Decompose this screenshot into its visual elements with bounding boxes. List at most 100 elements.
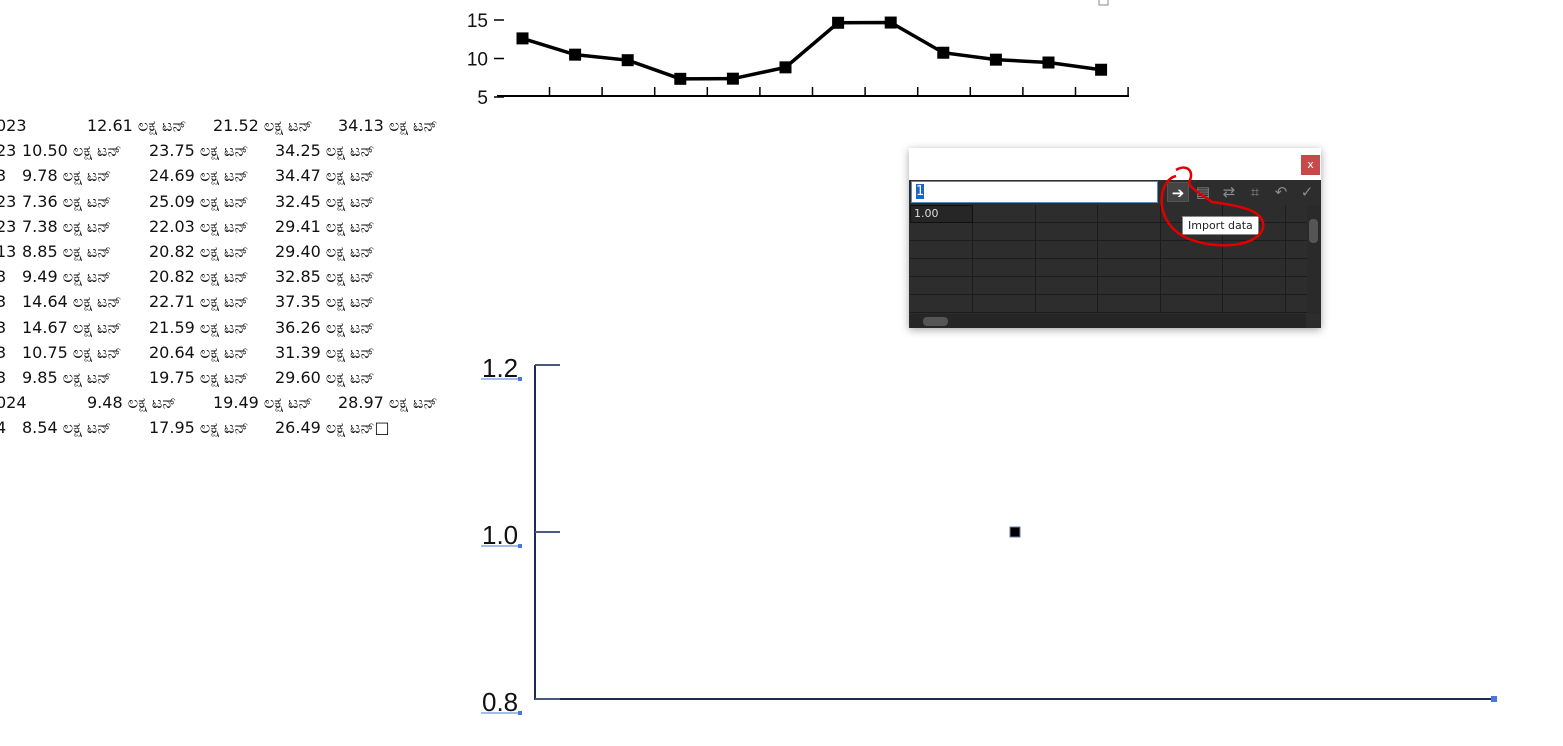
horizontal-scrollbar[interactable] [910,314,1306,328]
grid-cell[interactable] [1160,295,1223,313]
close-button[interactable]: x [1301,155,1320,175]
grid-cell[interactable] [910,223,973,241]
row-label: 3 [0,267,7,287]
row-value: 21.52 ಲಕ್ಷ ಟನ್ [213,116,313,135]
grid-cell[interactable] [1097,205,1161,223]
data-point[interactable] [674,72,687,85]
data-grid[interactable]: 1.00 [910,205,1307,314]
grid-cell[interactable] [1035,223,1098,241]
grid-cell[interactable] [1035,259,1098,277]
grid-cell[interactable] [1035,277,1098,295]
grid-cell[interactable] [1285,277,1307,295]
selection-handle[interactable] [518,544,522,548]
y-tick-label: 0.8 [482,687,518,717]
selection-handle[interactable] [1491,696,1497,702]
scroll-thumb[interactable] [923,317,948,326]
grid-cell[interactable] [910,277,973,295]
row-value: 9.49 ಲಕ್ಷ ಟನ್ [22,267,112,287]
chart-handle[interactable] [1098,0,1109,6]
row-value: 22.03 ಲಕ್ಷ ಟನ್ [149,216,249,236]
row-value: 12.61 ಲಕ್ಷ ಟನ್ [87,116,187,135]
grid-cell[interactable] [1160,277,1223,295]
dialog-titlebar[interactable]: x [909,148,1321,180]
selection-handle[interactable] [518,711,522,715]
grid-cell[interactable] [910,295,973,313]
grid-cell[interactable] [1097,223,1161,241]
grid-cell[interactable] [1035,295,1098,313]
data-point[interactable] [1042,56,1055,69]
import-data-icon[interactable]: ➔ [1167,182,1189,202]
grid-cell[interactable] [972,259,1036,277]
data-point[interactable] [779,61,792,74]
grid-cell[interactable]: 1.00 [910,205,973,223]
data-point[interactable] [726,72,739,85]
row-label: 3 [0,317,7,337]
row-value: 25.09 ಲಕ್ಷ ಟನ್ [149,191,249,211]
grid-cell[interactable] [1097,241,1161,259]
row-value: 20.64 ಲಕ್ಷ ಟನ್ [149,342,249,362]
grid-cell[interactable] [910,259,973,277]
row-label: 4 [0,418,7,438]
grid-cell[interactable] [1035,205,1098,223]
y-tick-label: 5 [477,88,488,109]
grid-cell[interactable] [1222,259,1286,277]
swap-xy-icon[interactable]: ⇄ [1222,183,1236,201]
grid-cell[interactable] [1097,295,1161,313]
grid-cell[interactable] [1160,259,1223,277]
row-value: 9.78 ಲಕ್ಷ ಟನ್ [22,166,112,186]
cell-value-input[interactable]: 1 [911,181,1158,203]
data-point[interactable] [832,16,845,29]
apply-check-icon[interactable]: ✓ [1300,183,1314,201]
row-value: 19.49 ಲಕ್ಷ ಟನ್ [213,393,313,413]
row-value: 20.82 ಲಕ್ಷ ಟನ್ [149,267,249,287]
row-value: 9.48 ಲಕ್ಷ ಟನ್ [87,393,177,413]
resize-columns-icon[interactable]: ⌗ [1250,183,1260,201]
grid-cell[interactable] [1222,277,1286,295]
data-point[interactable] [569,48,582,61]
data-point[interactable] [989,53,1002,66]
selection-handle[interactable] [518,377,522,381]
row-value: 19.75 ಲಕ್ಷ ಟನ್ [149,368,249,387]
data-point[interactable] [884,16,897,29]
grid-cell[interactable] [972,295,1036,313]
row-label: 3 [0,292,7,312]
y-tick-label: 15 [467,11,488,32]
grid-cell[interactable] [1222,295,1286,313]
grid-cell[interactable] [1285,205,1307,223]
vertical-scrollbar[interactable] [1307,205,1320,314]
row-value: 32.45 ಲಕ್ಷ ಟನ್ [275,191,375,211]
grid-cell[interactable] [1285,223,1307,241]
row-value: 17.95 ಲಕ್ಷ ಟನ್ [149,418,249,438]
grid-cell[interactable] [972,223,1036,241]
grid-cell[interactable] [1285,295,1307,313]
edit-columns-icon[interactable]: ▤ [1195,183,1211,201]
grid-cell[interactable] [1097,277,1161,295]
row-value: 8.54 ಲಕ್ಷ ಟನ್ [22,418,112,438]
scroll-thumb[interactable] [1309,219,1318,243]
row-value: 14.67 ಲಕ್ಷ ಟನ್ [22,317,122,337]
grid-cell[interactable] [972,205,1036,223]
undo-icon[interactable]: ↶ [1274,183,1288,201]
row-value: 21.59 ಲಕ್ಷ ಟನ್ [149,317,249,337]
data-point[interactable] [1009,526,1021,538]
grid-cell[interactable] [910,241,973,259]
data-point[interactable] [516,32,529,45]
row-value: 32.85 ಲಕ್ಷ ಟನ್ [275,267,375,287]
grid-cell[interactable] [1097,259,1161,277]
row-value: 34.13 ಲಕ್ಷ ಟನ್ [338,116,438,135]
grid-cell[interactable] [1285,259,1307,277]
row-value: 7.38 ಲಕ್ಷ ಟನ್ [22,216,112,236]
grid-cell[interactable] [972,277,1036,295]
y-tick-label: 1.0 [482,520,518,550]
row-value: 8.85 ಲಕ್ಷ ಟನ್ [22,242,112,261]
grid-cell[interactable] [1035,241,1098,259]
data-point[interactable] [1095,63,1108,76]
data-point[interactable] [937,46,950,59]
grid-cell[interactable] [972,241,1036,259]
row-value: 14.64 ಲಕ್ಷ ಟನ್ [22,292,122,312]
data-point[interactable] [621,54,634,67]
grid-cell[interactable] [1222,241,1286,259]
row-value: 29.41 ಲಕ್ಷ ಟನ್ [275,216,375,236]
grid-cell[interactable] [1285,241,1307,259]
grid-cell[interactable] [1160,241,1223,259]
